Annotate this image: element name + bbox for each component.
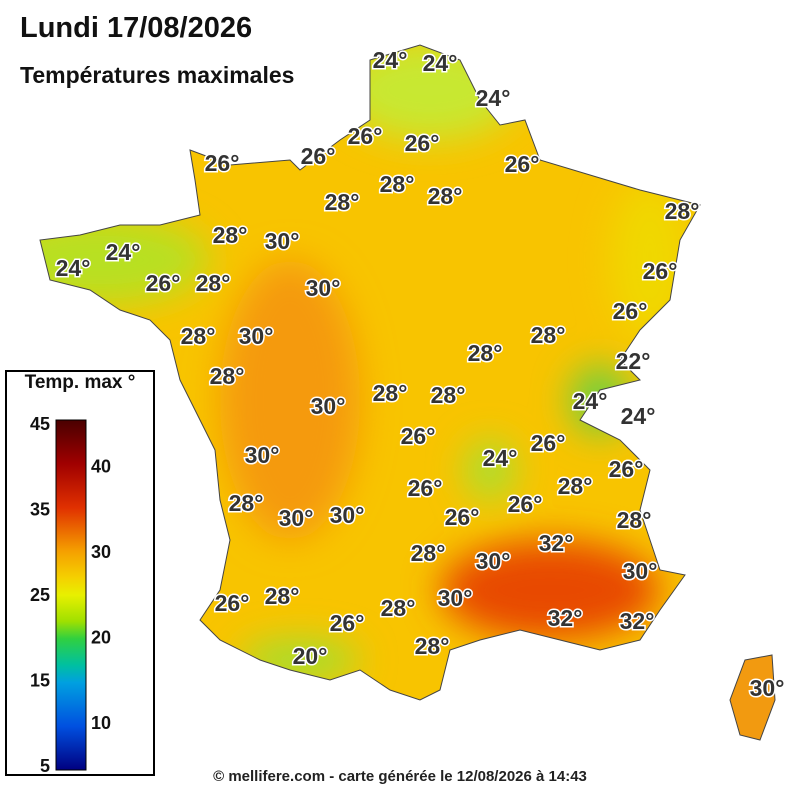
temperature-label: 26° [609, 456, 644, 482]
temperature-label: 28° [213, 222, 248, 248]
legend-tick: 40 [91, 457, 111, 477]
temperature-label: 32° [548, 605, 583, 631]
temperature-label: 28° [431, 382, 466, 408]
temperature-label: 26° [215, 590, 250, 616]
temperature-label: 30° [265, 228, 300, 254]
temperature-label: 26° [205, 150, 240, 176]
temperature-label: 20° [293, 643, 328, 669]
temperature-label: 26° [146, 270, 181, 296]
temperature-label: 28° [415, 633, 450, 659]
temperature-label: 28° [381, 595, 416, 621]
temperature-label: 26° [643, 258, 678, 284]
title: Lundi 17/08/2026 [20, 12, 253, 44]
temperature-label: 24° [56, 255, 91, 281]
temperature-label: 28° [411, 540, 446, 566]
temperature-label: 30° [279, 505, 314, 531]
temperature-label: 30° [245, 442, 280, 468]
temperature-label: 24° [423, 50, 458, 76]
temperature-label: 24° [476, 85, 511, 111]
temperature-label: 28° [558, 473, 593, 499]
temperature-label: 28° [265, 583, 300, 609]
temperature-label: 30° [306, 275, 341, 301]
temperature-label: 30° [311, 393, 346, 419]
temperature-label: 32° [539, 530, 574, 556]
legend-tick: 25 [30, 585, 50, 605]
temperature-label: 26° [408, 475, 443, 501]
corsica [729, 654, 776, 741]
temperature-label: 28° [181, 323, 216, 349]
temperature-label: 24° [483, 445, 518, 471]
temperature-label: 28° [428, 183, 463, 209]
temperature-label: 26° [301, 143, 336, 169]
legend-tick: 5 [40, 756, 50, 776]
temperature-label: 30° [330, 502, 365, 528]
legend-tick: 15 [30, 670, 50, 690]
temperature-label: 26° [401, 423, 436, 449]
temperature-label: 28° [325, 189, 360, 215]
temperature-label: 24° [573, 388, 608, 414]
temperature-label: 26° [531, 430, 566, 456]
temperature-label: 28° [665, 198, 700, 224]
temperature-label: 28° [531, 322, 566, 348]
temperature-label: 30° [623, 558, 658, 584]
temperature-label: 22° [616, 348, 651, 374]
temperature-label: 28° [229, 490, 264, 516]
temperature-label: 28° [468, 340, 503, 366]
temperature-label: 30° [750, 675, 785, 701]
temperature-label: 24° [621, 403, 656, 429]
temperature-label: 28° [380, 171, 415, 197]
temperature-label: 32° [620, 608, 655, 634]
temperature-label: 28° [210, 363, 245, 389]
temperature-label: 24° [106, 239, 141, 265]
temperature-label: 26° [330, 610, 365, 636]
color-scale [55, 419, 87, 771]
temperature-label: 26° [505, 151, 540, 177]
legend-title: Temp. max ° [24, 372, 136, 393]
temperature-label: 28° [373, 380, 408, 406]
footer: © mellifere.com - carte générée le 12/08… [213, 768, 587, 785]
temperature-label: 26° [613, 298, 648, 324]
temperature-label: 30° [476, 548, 511, 574]
legend-tick: 20 [91, 628, 111, 648]
legend-tick: 45 [30, 414, 50, 434]
subtitle: Températures maximales [20, 62, 295, 88]
temperature-label: 28° [617, 507, 652, 533]
temperature-label: 26° [348, 123, 383, 149]
temperature-label: 30° [438, 585, 473, 611]
temperature-label: 28° [196, 270, 231, 296]
temperature-label: 26° [405, 130, 440, 156]
legend-tick: 30 [91, 542, 111, 562]
legend-tick: 10 [91, 713, 111, 733]
temperature-label: 30° [239, 323, 274, 349]
temperature-label: 26° [445, 504, 480, 530]
legend-tick: 35 [30, 499, 50, 519]
temperature-label: 26° [508, 491, 543, 517]
temperature-label: 24° [373, 47, 408, 73]
